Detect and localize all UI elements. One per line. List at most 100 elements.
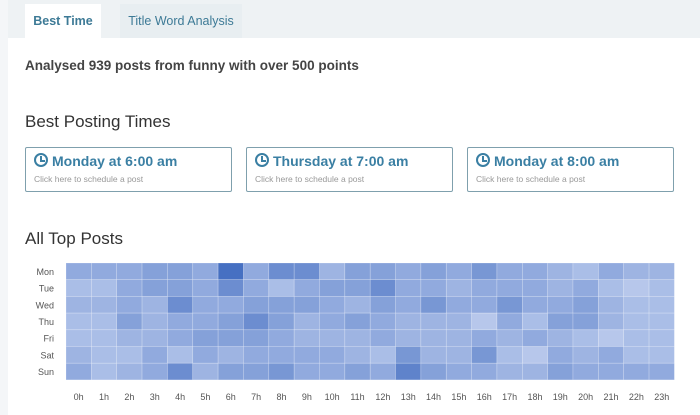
column-label: 8h <box>276 392 286 402</box>
best-time-label: Monday at 8:00 am <box>494 153 620 169</box>
heatmap-cell-Wed-6h <box>217 296 244 314</box>
column-label: 6h <box>226 392 236 402</box>
heatmap-cell-Mon-1h <box>91 262 117 281</box>
column-label: 23h <box>654 392 669 402</box>
heatmap-cell-Sun-10h <box>319 362 346 381</box>
heatmap-cell-Fri-11h <box>344 329 371 347</box>
heatmap-cell-Wed-23h <box>648 296 675 314</box>
heatmap-cell-Fri-21h <box>598 329 624 347</box>
heatmap-cell-Fri-23h <box>648 329 675 347</box>
heatmap-cell-Tue-22h <box>623 279 650 297</box>
heatmap-cell-Fri-15h <box>445 329 472 347</box>
heatmap-cell-Sat-8h <box>268 346 295 364</box>
heatmap-cell-Fri-14h <box>420 329 447 347</box>
column-label: 1h <box>99 392 109 402</box>
heatmap-cell-Wed-10h <box>319 296 346 314</box>
column-label: 22h <box>629 392 644 402</box>
heatmap-cell-Thu-23h <box>648 312 675 331</box>
heatmap-cell-Fri-5h <box>192 329 219 347</box>
heatmap-cell-Thu-7h <box>243 312 270 331</box>
heatmap-cell-Thu-5h <box>192 312 219 331</box>
heatmap-cell-Thu-11h <box>344 312 371 331</box>
row-label: Sat <box>40 350 54 360</box>
heatmap-cell-Sat-14h <box>420 346 447 364</box>
heatmap-cell-Mon-14h <box>420 262 447 281</box>
heatmap-cell-Fri-16h <box>471 329 498 347</box>
heatmap-cell-Tue-14h <box>420 279 447 297</box>
column-label: 0h <box>74 392 84 402</box>
heatmap-cell-Wed-0h <box>65 296 92 314</box>
heatmap-cell-Tue-5h <box>192 279 219 297</box>
heatmap-cell-Fri-20h <box>572 329 599 347</box>
heatmap-cell-Tue-11h <box>344 279 371 297</box>
heatmap-cell-Thu-10h <box>319 312 346 331</box>
tab-best-time[interactable]: Best Time <box>25 4 101 38</box>
heatmap-cell-Sat-22h <box>623 346 650 364</box>
heatmap-cell-Mon-17h <box>496 262 523 281</box>
heatmap-cell-Tue-20h <box>572 279 599 297</box>
column-label: 16h <box>477 392 492 402</box>
heatmap-cell-Fri-7h <box>243 329 270 347</box>
heatmap-cell-Tue-9h <box>293 279 320 297</box>
heatmap-cell-Sun-6h <box>217 362 244 381</box>
heatmap-cell-Sat-16h <box>471 346 498 364</box>
heatmap-cell-Fri-8h <box>268 329 295 347</box>
heatmap-cell-Wed-5h <box>192 296 219 314</box>
heatmap-cell-Sat-20h <box>572 346 599 364</box>
heatmap-cell-Sat-13h <box>395 346 422 364</box>
heatmap-cell-Sun-3h <box>141 362 168 381</box>
heatmap-cell-Sat-9h <box>293 346 320 364</box>
heatmap-cell-Wed-3h <box>141 296 168 314</box>
column-label: 15h <box>451 392 466 402</box>
schedule-hint: Click here to schedule a post <box>34 174 144 184</box>
analysis-summary: Analysed 939 posts from funny with over … <box>25 58 359 73</box>
heatmap-cell-Mon-6h <box>217 262 244 281</box>
heatmap-cell-Fri-1h <box>91 329 117 347</box>
best-time-card-2[interactable]: Thursday at 7:00 am Click here to schedu… <box>246 147 453 192</box>
best-time-label: Monday at 6:00 am <box>52 153 178 169</box>
heatmap-cell-Sun-19h <box>547 362 574 381</box>
best-time-card-3[interactable]: Monday at 8:00 am Click here to schedule… <box>467 147 674 192</box>
heatmap-cell-Wed-7h <box>243 296 270 314</box>
heatmap-cell-Wed-21h <box>598 296 624 314</box>
heatmap-cell-Sun-8h <box>268 362 295 381</box>
heatmap-cell-Thu-0h <box>65 312 92 331</box>
heatmap-cell-Wed-18h <box>521 296 548 314</box>
clock-icon <box>476 153 490 167</box>
column-label: 2h <box>124 392 134 402</box>
column-label: 11h <box>350 392 364 402</box>
heatmap-cell-Sun-7h <box>243 362 270 381</box>
best-time-card-1[interactable]: Monday at 6:00 am Click here to schedule… <box>25 147 232 192</box>
heatmap-cell-Thu-4h <box>167 312 194 331</box>
heatmap-cell-Tue-2h <box>116 279 143 297</box>
heatmap-cell-Mon-5h <box>192 262 219 281</box>
heatmap-cell-Tue-19h <box>547 279 574 297</box>
heatmap-cell-Tue-21h <box>598 279 624 297</box>
column-label: 9h <box>302 392 312 402</box>
heatmap-cell-Mon-23h <box>648 262 675 281</box>
column-label: 13h <box>401 392 416 402</box>
heatmap-cell-Thu-17h <box>496 312 523 331</box>
column-label: 21h <box>604 392 619 402</box>
heatmap-cell-Tue-8h <box>268 279 295 297</box>
heatmap-cell-Mon-16h <box>471 262 498 281</box>
column-label: 12h <box>375 392 390 402</box>
heatmap-cell-Wed-20h <box>572 296 599 314</box>
heatmap-cell-Sun-14h <box>420 362 447 381</box>
heatmap-cell-Fri-2h <box>116 329 143 347</box>
heatmap-cell-Mon-18h <box>521 262 548 281</box>
heatmap-cell-Wed-12h <box>369 296 396 314</box>
heatmap-cell-Thu-12h <box>369 312 396 331</box>
heatmap-cell-Wed-15h <box>445 296 472 314</box>
heatmap-cell-Thu-3h <box>141 312 168 331</box>
row-label: Mon <box>36 267 54 277</box>
heatmap-cell-Tue-18h <box>521 279 548 297</box>
column-label: 18h <box>527 392 542 402</box>
heatmap-cell-Sun-17h <box>496 362 523 381</box>
column-label: 14h <box>426 392 441 402</box>
column-label: 7h <box>251 392 261 402</box>
heatmap-cell-Mon-8h <box>268 262 295 281</box>
heatmap-cell-Fri-22h <box>623 329 650 347</box>
tab-title-word-analysis[interactable]: Title Word Analysis <box>120 4 242 38</box>
heatmap-cell-Tue-7h <box>243 279 270 297</box>
